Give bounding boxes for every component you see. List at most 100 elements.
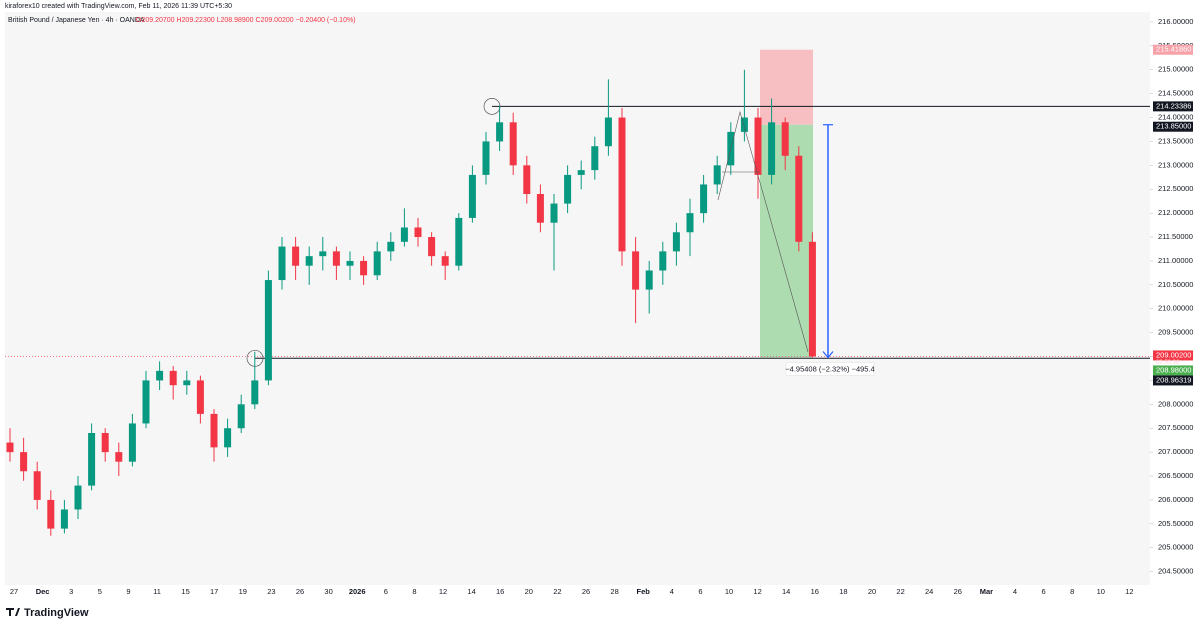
- candle-body: [196, 380, 204, 414]
- candle-body: [700, 184, 708, 214]
- price-tag: [1153, 101, 1193, 112]
- x-tick-label: 10: [725, 587, 733, 596]
- candle-body: [60, 509, 68, 529]
- y-tick-label: 212.00000: [1158, 208, 1193, 217]
- candle-body: [591, 146, 599, 171]
- countdown: 03:50:36: [1156, 360, 1180, 366]
- candle-body: [20, 452, 28, 472]
- x-tick-label: 23: [267, 587, 275, 596]
- measure-head: [822, 351, 834, 359]
- y-tick-label: 215.00000: [1158, 65, 1193, 74]
- x-tick-label: 26: [296, 587, 304, 596]
- x-tick-label: 20: [525, 587, 533, 596]
- x-tick-label: 22: [553, 587, 561, 596]
- trend-drawing: [717, 110, 809, 353]
- candle-body: [632, 251, 640, 290]
- x-tick-label: 20: [868, 587, 876, 596]
- price-tag-label: 209.00200: [1156, 350, 1191, 359]
- y-tick-label: 205.50000: [1158, 519, 1193, 528]
- candle-body: [781, 122, 789, 156]
- candle-body: [686, 213, 694, 233]
- candle-body: [808, 241, 816, 357]
- stop-zone: [760, 49, 813, 125]
- y-tick-label: 206.50000: [1158, 471, 1193, 480]
- candle-body: [509, 122, 517, 166]
- candle-body: [740, 117, 748, 132]
- candle-body: [577, 170, 585, 175]
- y-tick-label: 210.00000: [1158, 304, 1193, 313]
- candle-body: [169, 370, 177, 386]
- price-tag: [1153, 44, 1193, 55]
- symbol-title: British Pound / Japanese Yen · 4h · OAND…: [8, 17, 145, 24]
- x-tick-label: 14: [782, 587, 790, 596]
- measure-box: [785, 362, 875, 376]
- price-tag-label: 208.96319: [1156, 375, 1191, 384]
- y-tick-label: 214.50000: [1158, 89, 1193, 98]
- x-tick-label: 9: [126, 587, 130, 596]
- brand-logo: [6, 608, 20, 616]
- x-tick-label: 30: [324, 587, 332, 596]
- candle-body: [414, 227, 422, 238]
- price-tag-label: 208.98000: [1156, 365, 1191, 374]
- x-tick-label: 11: [153, 587, 161, 596]
- plot-area: [5, 12, 1150, 585]
- candle-body: [672, 232, 680, 252]
- candle-body: [237, 404, 245, 429]
- x-tick-label: 19: [239, 587, 247, 596]
- x-tick-label: 10: [1097, 587, 1105, 596]
- candle-body: [441, 256, 449, 266]
- x-tick-label: 4: [670, 587, 674, 596]
- x-tick-label: 26: [954, 587, 962, 596]
- x-tick-label: 12: [753, 587, 761, 596]
- candle-body: [795, 155, 803, 242]
- candle-body: [482, 141, 490, 175]
- candle-body: [47, 499, 55, 529]
- y-tick-label: 214.00000: [1158, 113, 1193, 122]
- y-tick-label: 216.00000: [1158, 17, 1193, 26]
- candle-body: [468, 174, 476, 218]
- x-tick-label: 17: [210, 587, 218, 596]
- x-tick-label: 5: [98, 587, 102, 596]
- x-tick-label: 16: [496, 587, 504, 596]
- x-tick-label: 22: [896, 587, 904, 596]
- candle-body: [373, 251, 381, 276]
- candle-body: [523, 165, 531, 195]
- candle-body: [550, 203, 558, 223]
- x-tick-label: 24: [925, 587, 933, 596]
- y-tick-label: 208.00000: [1158, 399, 1193, 408]
- y-tick-label: 204.50000: [1158, 567, 1193, 576]
- x-tick-label: 18: [839, 587, 847, 596]
- brand: TradingView: [24, 607, 89, 619]
- x-tick-label: 6: [384, 587, 388, 596]
- y-tick-label: 206.00000: [1158, 495, 1193, 504]
- candle-body: [251, 380, 259, 405]
- candle-body: [210, 413, 218, 448]
- y-tick-label: 205.00000: [1158, 543, 1193, 552]
- candle-body: [264, 280, 272, 381]
- y-tick-label: 207.50000: [1158, 423, 1193, 432]
- candle-body: [183, 380, 191, 386]
- candle-body: [6, 442, 14, 453]
- x-tick-label: 6: [1042, 587, 1046, 596]
- x-tick-label: 4: [1013, 587, 1017, 596]
- candle-body: [142, 380, 150, 424]
- candle-body: [768, 122, 776, 175]
- x-tick-label: Feb: [637, 587, 651, 596]
- x-tick-label: 12: [439, 587, 447, 596]
- x-tick-label: 14: [467, 587, 475, 596]
- candle-body: [332, 251, 340, 266]
- price-tag-label: 214.23386: [1156, 101, 1191, 110]
- x-tick-label: 3: [69, 587, 73, 596]
- candle-body: [428, 237, 436, 257]
- x-tick-label: Mar: [980, 587, 993, 596]
- candle-body: [618, 117, 626, 252]
- price-tag-label: 215.41860: [1156, 45, 1191, 54]
- candle-body: [713, 165, 721, 185]
- y-tick-label: 211.00000: [1158, 256, 1193, 265]
- y-tick-label: 212.50000: [1158, 184, 1193, 193]
- y-tick-label: 213.50000: [1158, 136, 1193, 145]
- ohlc-legend: O209.20700 H209.22300 L208.98900 C209.00…: [136, 17, 356, 24]
- candle-body: [101, 433, 109, 453]
- x-tick-label: Dec: [36, 587, 50, 596]
